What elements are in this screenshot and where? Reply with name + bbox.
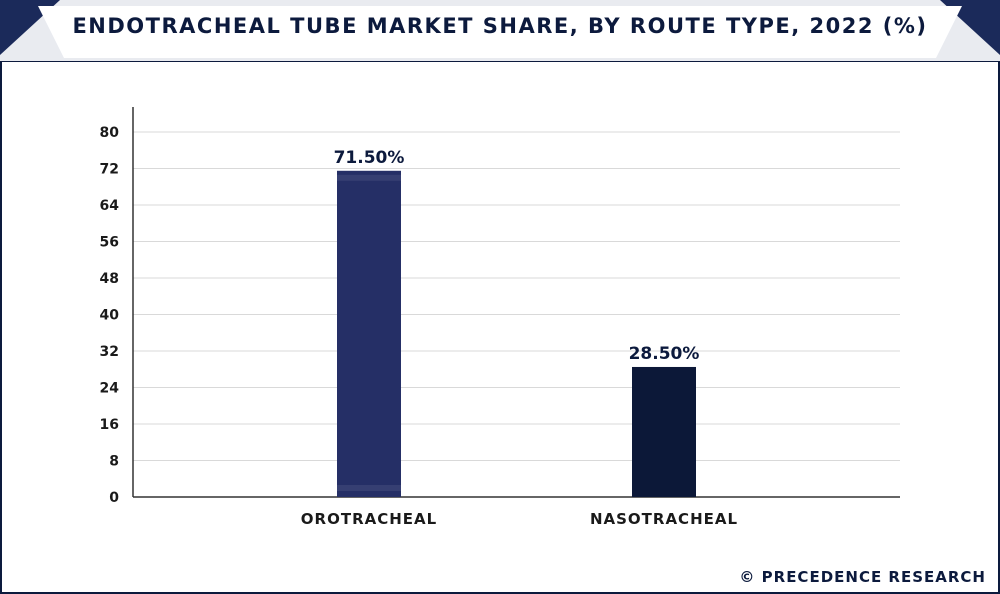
y-tick-label: 32 — [100, 344, 119, 360]
y-tick-label: 24 — [100, 381, 120, 397]
y-tick-label: 64 — [100, 198, 120, 214]
title-banner: ENDOTRACHEAL TUBE MARKET SHARE, BY ROUTE… — [0, 0, 1000, 62]
source-credit: © PRECEDENCE RESEARCH — [739, 568, 986, 586]
x-category-label: NASOTRACHEAL — [590, 510, 738, 528]
y-tick-label: 16 — [100, 417, 119, 433]
y-tick-label: 48 — [100, 271, 119, 287]
x-category-label: OROTRACHEAL — [301, 510, 437, 528]
bar-highlight — [337, 174, 401, 181]
y-tick-label: 56 — [100, 235, 119, 251]
title-banner-graphic — [0, 0, 1000, 62]
data-label: 71.50% — [334, 148, 405, 168]
y-tick-label: 40 — [100, 308, 120, 324]
y-tick-label: 0 — [109, 490, 119, 506]
chart-title: ENDOTRACHEAL TUBE MARKET SHARE, BY ROUTE… — [72, 14, 928, 38]
data-label: 28.50% — [629, 344, 700, 364]
y-tick-label: 72 — [100, 162, 119, 178]
bar-orotracheal — [337, 170, 401, 497]
bar-nasotracheal — [632, 366, 696, 497]
y-tick-label: 8 — [109, 454, 119, 470]
bar-highlight — [337, 485, 401, 491]
y-tick-label: 80 — [100, 125, 120, 141]
